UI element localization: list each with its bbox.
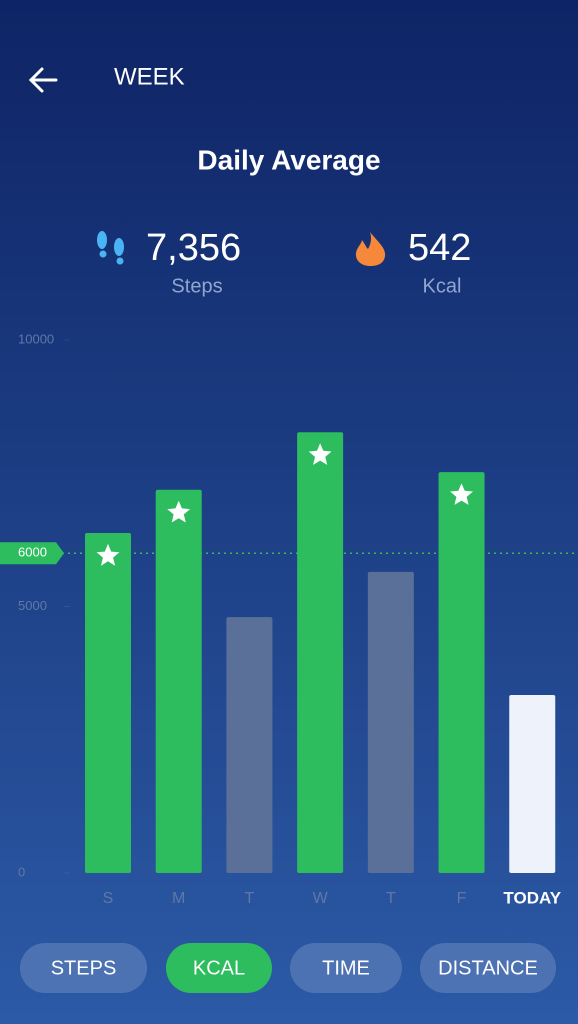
x-tick-label: T bbox=[245, 890, 255, 907]
stat-value: 7,356 bbox=[146, 227, 241, 269]
tab-bar: STEPS KCAL TIME DISTANCE bbox=[20, 943, 556, 993]
goal-star bbox=[450, 483, 473, 505]
tab-label: STEPS bbox=[51, 957, 117, 979]
x-tick-label: S bbox=[103, 890, 114, 907]
bar bbox=[509, 694, 556, 873]
chart: 0 5000 10000 6000 S M T W T F TODAY bbox=[0, 331, 578, 907]
y-tick-label: 0 bbox=[18, 864, 25, 879]
stat-label: Steps bbox=[171, 275, 222, 297]
bar bbox=[367, 571, 414, 873]
tab-label: KCAL bbox=[193, 957, 245, 979]
bar bbox=[438, 472, 485, 873]
goal-label: 6000 bbox=[18, 545, 47, 560]
stat-label: Kcal bbox=[423, 275, 462, 297]
steps-icon bbox=[97, 231, 124, 265]
x-tick-label: W bbox=[313, 890, 329, 907]
goal-star bbox=[167, 500, 191, 523]
tab-label: DISTANCE bbox=[438, 957, 538, 979]
header-title: WEEK bbox=[114, 63, 185, 90]
x-tick-label: T bbox=[386, 890, 396, 907]
tab-button[interactable] bbox=[20, 943, 147, 993]
bar bbox=[85, 532, 132, 873]
tab-button[interactable] bbox=[420, 943, 556, 993]
goal-badge bbox=[0, 542, 64, 565]
y-tick-label: 5000 bbox=[18, 598, 47, 613]
x-tick-label: TODAY bbox=[503, 888, 561, 907]
kcal-icon bbox=[355, 232, 386, 266]
goal-star bbox=[96, 543, 120, 566]
bar bbox=[226, 617, 273, 873]
tab-button[interactable] bbox=[166, 943, 272, 993]
back-button[interactable] bbox=[28, 67, 58, 93]
goal-star bbox=[308, 443, 332, 465]
y-tick-label: 10000 bbox=[18, 331, 54, 346]
bar bbox=[297, 432, 344, 873]
stat-value: 542 bbox=[408, 227, 471, 269]
tab-button[interactable] bbox=[290, 943, 402, 993]
x-tick-label: F bbox=[457, 890, 467, 907]
bar bbox=[155, 489, 202, 873]
tab-label: TIME bbox=[322, 957, 370, 979]
summary-title: Daily Average bbox=[197, 144, 380, 175]
x-tick-label: M bbox=[172, 890, 185, 907]
